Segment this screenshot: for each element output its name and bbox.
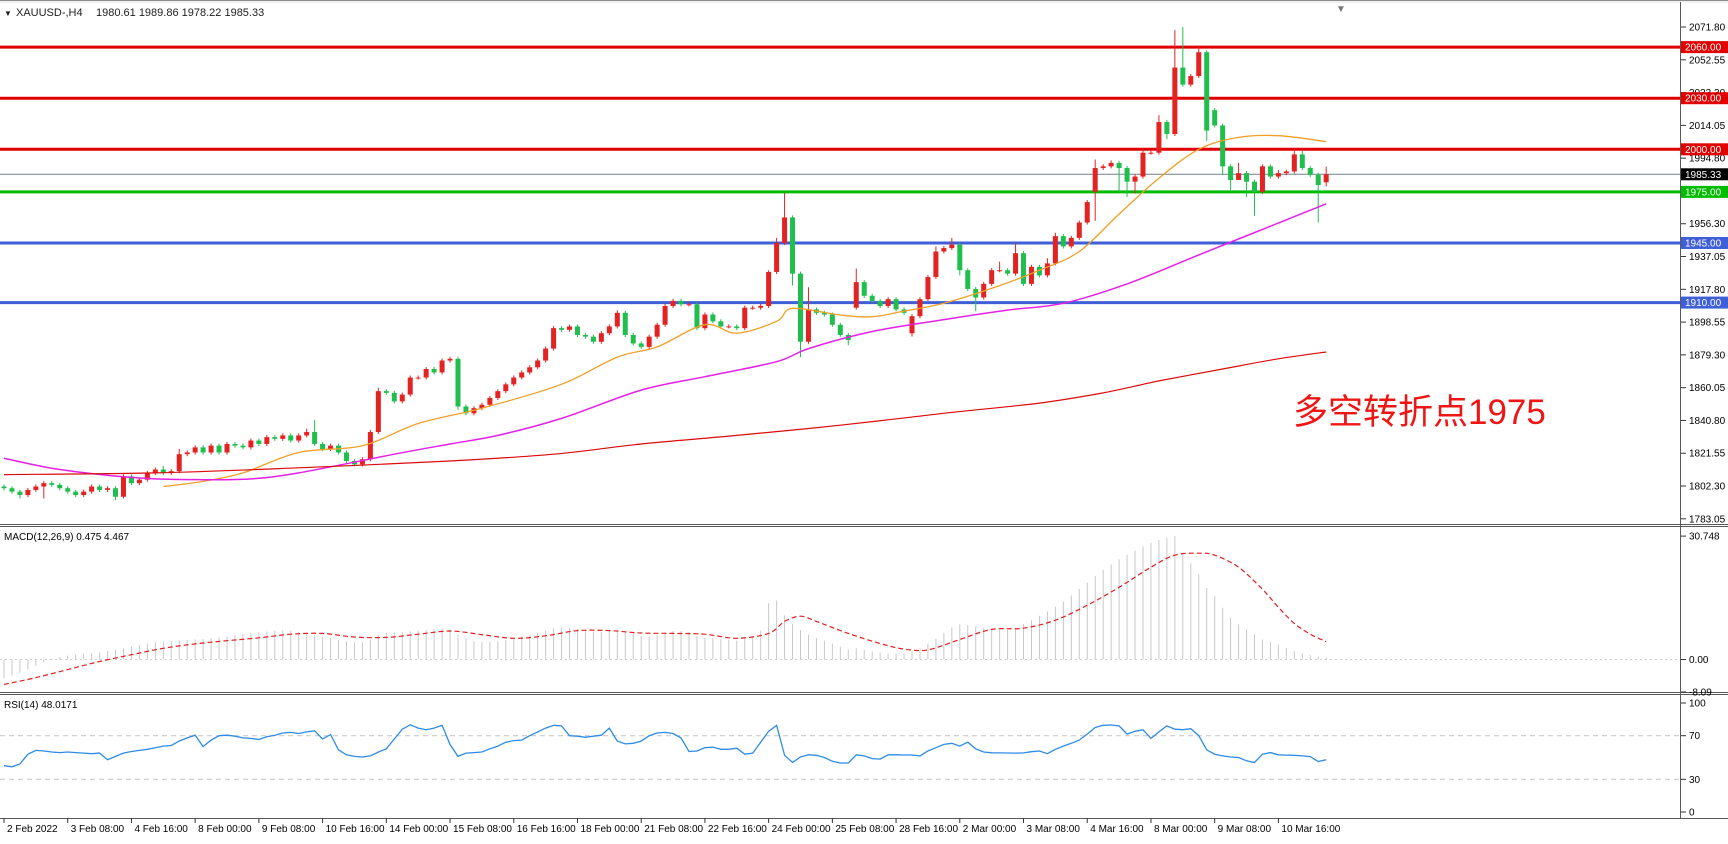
price-line-box <box>1681 168 1728 181</box>
price-tick-label: 2014.05 <box>1689 121 1726 132</box>
time-tick-label: 24 Feb 00:00 <box>772 824 831 835</box>
macd-panel[interactable]: MACD(12,26,9) 0.475 4.467 30.748 0.00 -8.09 <box>0 532 1720 699</box>
main-chart-pane[interactable]: 多空转折点1975 <box>0 27 1680 501</box>
time-tick-label: 9 Feb 08:00 <box>262 824 316 835</box>
time-tick-label: 28 Feb 16:00 <box>899 824 958 835</box>
time-tick-label: 3 Feb 08:00 <box>71 824 125 835</box>
trend-red <box>3 351 1327 476</box>
rsi-axis-label: 30 <box>1689 775 1701 786</box>
price-tick-label: 1860.05 <box>1689 383 1726 394</box>
candles <box>1 27 1329 501</box>
annotation-text[interactable]: 多空转折点1975 <box>1293 393 1546 432</box>
price-tick-label: 1879.30 <box>1689 350 1726 361</box>
macd-signal-line <box>3 552 1327 686</box>
time-tick-label: 14 Feb 00:00 <box>389 824 448 835</box>
price-tick-label: 1994.80 <box>1689 154 1726 165</box>
time-tick-label: 4 Mar 16:00 <box>1090 824 1144 835</box>
rsi-panel[interactable]: RSI(14) 48.0171 100 70 30 0 <box>0 699 1706 819</box>
time-tick-label: 25 Feb 08:00 <box>835 824 894 835</box>
time-tick-label: 2 Feb 2022 <box>7 824 58 835</box>
time-tick-label: 8 Feb 00:00 <box>198 824 252 835</box>
price-tick-label: 1821.55 <box>1689 449 1726 460</box>
price-line-box <box>1681 92 1728 105</box>
price-line-box-label: 1975.00 <box>1685 187 1722 198</box>
price-tick-label: 2052.55 <box>1689 55 1726 66</box>
price-axis[interactable]: 2071.802052.552033.302014.051994.801956.… <box>1681 23 1728 526</box>
symbol-dropdown-icon[interactable]: ▼ <box>4 9 12 18</box>
price-tick-label: 2071.80 <box>1689 23 1726 34</box>
price-line-box-label: 1945.00 <box>1685 238 1722 249</box>
price-tick-label: 1802.30 <box>1689 482 1726 493</box>
price-line-box-label: 2060.00 <box>1685 43 1722 54</box>
price-line-box-label: 1985.33 <box>1685 170 1722 181</box>
price-tick-label: 1840.80 <box>1689 416 1726 427</box>
time-tick-label: 21 Feb 08:00 <box>644 824 703 835</box>
time-tick-label: 9 Mar 08:00 <box>1218 824 1272 835</box>
macd-axis-label: 0.00 <box>1689 655 1709 666</box>
price-line-box <box>1681 41 1728 54</box>
price-line-box <box>1681 236 1728 249</box>
price-line-box <box>1681 296 1728 309</box>
price-tick-label: 1917.80 <box>1689 285 1726 296</box>
price-tick-label: 1898.55 <box>1689 318 1726 329</box>
time-tick-label: 10 Mar 16:00 <box>1281 824 1340 835</box>
rsi-axis-label: 100 <box>1689 699 1706 710</box>
macd-axis-label: 30.748 <box>1689 532 1720 543</box>
price-line-box-label: 2000.00 <box>1685 145 1722 156</box>
price-line-box <box>1681 143 1728 156</box>
rsi-axis-label: 0 <box>1689 808 1695 819</box>
ohlc-values: 1980.61 1989.86 1978.22 1985.33 <box>96 7 264 19</box>
price-line-box-label: 1910.00 <box>1685 298 1722 309</box>
time-tick-label: 4 Feb 16:00 <box>134 824 188 835</box>
chart-header: ▼ XAUUSD-,H4 1980.61 1989.86 1978.22 1985.… <box>4 4 1346 19</box>
rsi-axis-label: 70 <box>1689 731 1701 742</box>
time-tick-label: 22 Feb 16:00 <box>708 824 767 835</box>
time-tick-label: 18 Feb 00:00 <box>580 824 639 835</box>
time-tick-label: 2 Mar 00:00 <box>963 824 1017 835</box>
price-line-box <box>1681 185 1728 198</box>
time-tick-label: 8 Mar 00:00 <box>1154 824 1208 835</box>
symbol-title: XAUUSD-,H4 <box>16 7 83 19</box>
price-tick-label: 1937.05 <box>1689 252 1726 263</box>
rsi-line <box>3 724 1327 768</box>
macd-axis-label: -8.09 <box>1689 688 1712 699</box>
ma-fast-orange <box>163 134 1327 488</box>
price-tick-label: 1956.30 <box>1689 219 1726 230</box>
time-tick-label: 3 Mar 08:00 <box>1027 824 1081 835</box>
time-axis[interactable]: 2 Feb 2022 3 Feb 08:00 4 Feb 16:00 8 Feb 00… <box>3 818 1341 835</box>
time-tick-label: 10 Feb 16:00 <box>326 824 385 835</box>
price-line-box-label: 2030.00 <box>1685 94 1722 105</box>
time-tick-label: 15 Feb 08:00 <box>453 824 512 835</box>
price-tick-label: 1783.05 <box>1689 514 1726 525</box>
rsi-label: RSI(14) 48.0171 <box>4 700 78 711</box>
scroll-to-end-icon[interactable]: ▼ <box>1336 4 1346 15</box>
ma-mid-magenta <box>3 203 1327 481</box>
time-tick-label: 16 Feb 16:00 <box>517 824 576 835</box>
macd-label: MACD(12,26,9) 0.475 4.467 <box>4 532 130 543</box>
